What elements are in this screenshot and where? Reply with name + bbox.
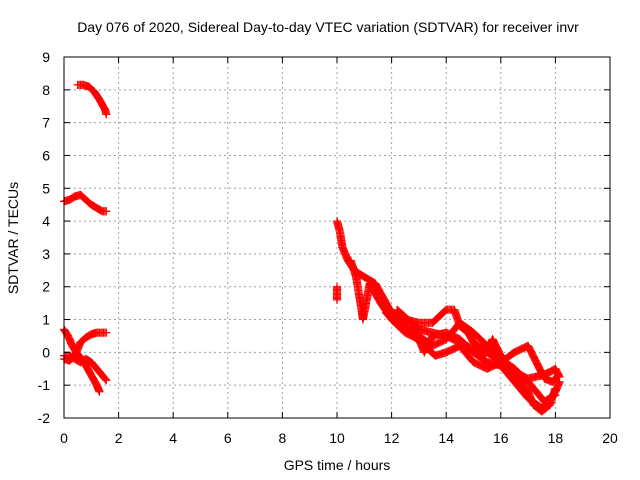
x-axis-label: GPS time / hours	[284, 457, 391, 473]
x-tick-label: 6	[224, 430, 232, 446]
data-point	[554, 371, 563, 380]
data-point	[553, 372, 562, 381]
y-tick-label: 5	[42, 180, 50, 196]
data-marks	[59, 80, 564, 416]
y-tick-label: 3	[42, 246, 50, 262]
data-point	[332, 295, 342, 304]
y-tick-label: 7	[42, 115, 50, 131]
data-point	[101, 375, 110, 384]
data-point	[102, 328, 111, 337]
series-trace-2	[59, 190, 111, 216]
series-trace-11	[392, 305, 560, 416]
y-tick-label: 1	[42, 312, 50, 328]
x-tick-label: 4	[169, 430, 177, 446]
chart-title: Day 076 of 2020, Sidereal Day-to-day VTE…	[77, 19, 579, 35]
x-tick-label: 14	[438, 430, 454, 446]
y-tick-label: 0	[42, 344, 50, 360]
x-tick-label: 10	[329, 430, 345, 446]
y-tick-label: -1	[38, 377, 51, 393]
series-trace-10	[382, 308, 563, 386]
y-tick-label: 4	[42, 213, 50, 229]
data-point	[102, 207, 111, 216]
y-tick-label: 8	[42, 82, 50, 98]
x-tick-label: 0	[60, 430, 68, 446]
data-point	[551, 384, 560, 393]
series-trace-6	[332, 282, 342, 304]
data-point	[102, 110, 111, 119]
x-tick-label: 12	[384, 430, 400, 446]
y-tick-label: 9	[42, 49, 50, 65]
data-point	[95, 387, 104, 396]
x-tick-label: 16	[493, 430, 509, 446]
x-tick-label: 20	[602, 430, 618, 446]
y-tick-label: 2	[42, 279, 50, 295]
y-axis-label: SDTVAR / TECUs	[5, 182, 21, 294]
y-tick-label: -2	[38, 410, 51, 426]
y-tick-label: 6	[42, 147, 50, 163]
x-tick-label: 2	[115, 430, 123, 446]
data-point	[555, 377, 564, 386]
series-trace-5	[59, 351, 111, 385]
x-tick-label: 18	[548, 430, 564, 446]
x-tick-label: 8	[279, 430, 287, 446]
data-point	[102, 376, 111, 385]
series-trace-1	[73, 80, 111, 119]
